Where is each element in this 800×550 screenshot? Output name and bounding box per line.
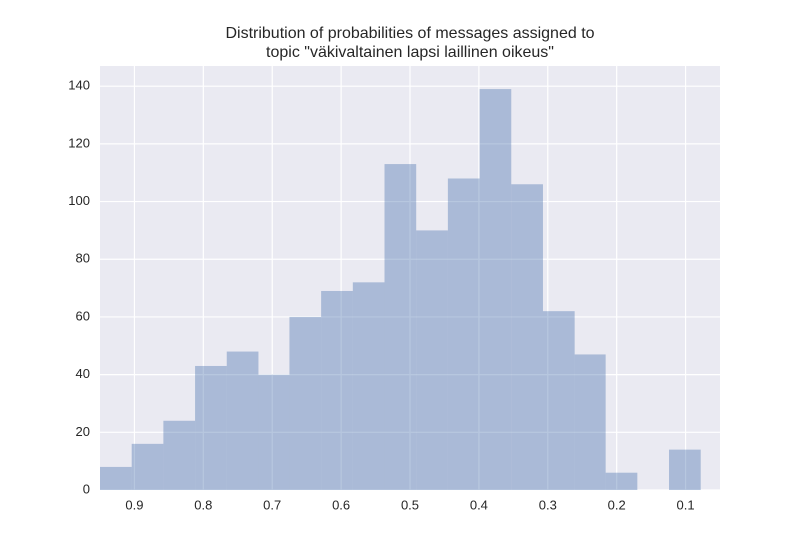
y-tick-label: 0 [83,481,90,496]
y-tick-label: 60 [76,308,90,323]
bar [195,365,227,490]
bar [352,282,385,490]
bar [511,184,543,491]
bar [479,89,512,490]
bar [131,443,164,490]
x-tick-label: 0.1 [677,497,695,512]
x-tick-label: 0.9 [125,497,143,512]
x-tick-label: 0.3 [539,497,557,512]
y-tick-label: 80 [76,251,90,266]
x-tick-label: 0.4 [470,497,488,512]
bar [447,178,480,490]
bar [605,472,638,490]
bar [669,449,701,490]
x-tick-label: 0.7 [263,497,281,512]
y-tick-label: 140 [68,78,90,93]
bar [416,230,448,491]
bar [384,164,417,490]
y-tick-label: 100 [68,193,90,208]
y-tick-label: 20 [76,424,90,439]
y-tick-label: 120 [68,135,90,150]
bar [100,466,132,490]
x-tick-label: 0.5 [401,497,419,512]
bar [542,311,575,490]
bar [321,290,353,490]
bar [574,354,606,490]
x-tick-label: 0.6 [332,497,350,512]
bar [258,374,290,490]
bar [289,316,322,490]
bar [163,420,196,490]
bar [226,351,259,490]
chart-title: Distribution of probabilities of message… [225,25,594,42]
x-tick-label: 0.8 [194,497,212,512]
x-tick-label: 0.2 [608,497,626,512]
y-tick-label: 40 [76,366,90,381]
chart-title: topic "väkivaltainen lapsi laillinen oik… [266,44,554,61]
